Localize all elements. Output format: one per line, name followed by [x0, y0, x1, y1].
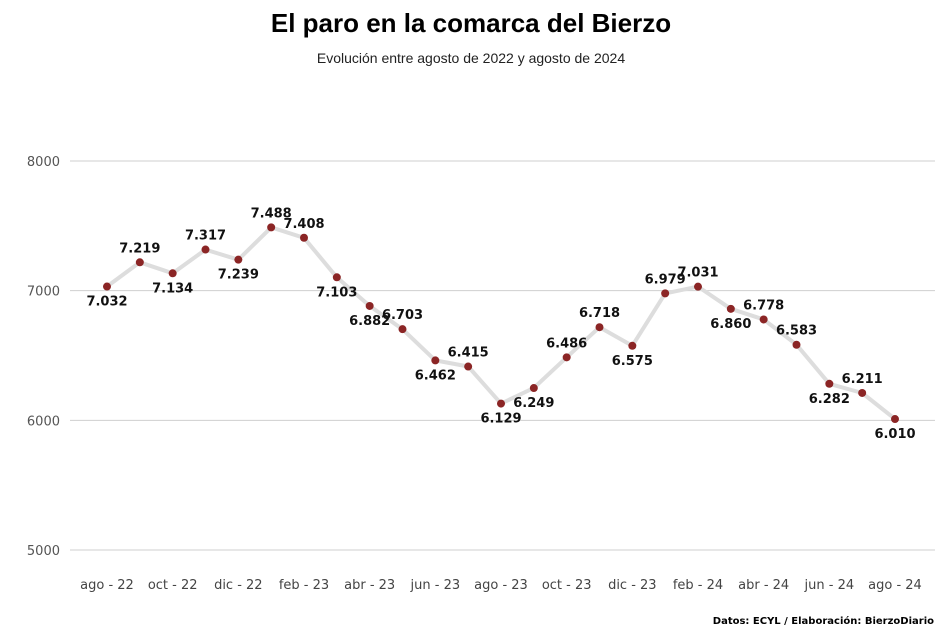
data-point	[661, 289, 670, 298]
data-label: 6.129	[480, 412, 521, 427]
data-label: 6.860	[710, 317, 751, 332]
y-tick-label: 6000	[27, 414, 60, 429]
data-point	[398, 325, 407, 334]
data-label: 7.239	[218, 268, 259, 283]
chart-subtitle: Evolución entre agosto de 2022 y agosto …	[316, 50, 626, 66]
data-label: 6.415	[448, 346, 489, 361]
x-tick-label: dic - 23	[608, 578, 657, 593]
data-label: 6.583	[776, 324, 817, 339]
data-label: 6.010	[874, 427, 915, 442]
data-label: 6.718	[579, 306, 620, 321]
x-tick-label: abr - 23	[344, 578, 395, 593]
data-point	[825, 379, 834, 388]
data-point	[464, 362, 473, 371]
x-tick-label: ago - 23	[474, 578, 528, 593]
data-label: 7.219	[119, 241, 160, 256]
data-point	[267, 223, 276, 232]
data-points	[103, 223, 899, 424]
chart-title: El paro en la comarca del Bierzo	[270, 8, 672, 38]
data-label: 6.979	[645, 272, 686, 287]
data-label: 6.778	[743, 298, 784, 313]
data-point	[168, 269, 177, 278]
data-label: 7.031	[677, 266, 718, 281]
data-point	[300, 233, 308, 242]
data-point	[595, 323, 604, 332]
x-axis: ago - 22 oct - 22 dic - 22 feb - 23 abr - 23…	[80, 578, 922, 593]
data-point	[431, 356, 440, 365]
y-tick-label: 8000	[27, 155, 60, 170]
data-point	[628, 341, 637, 350]
x-tick-label: feb - 24	[673, 578, 723, 593]
data-label: 6.575	[612, 354, 653, 369]
x-tick-label: oct - 22	[148, 578, 198, 593]
x-tick-label: feb - 23	[279, 578, 329, 593]
data-point	[891, 415, 899, 424]
data-point	[792, 340, 801, 349]
data-label: 6.882	[349, 314, 390, 329]
data-point	[858, 388, 867, 397]
data-label: 7.103	[316, 285, 357, 300]
x-tick-label: ago - 22	[80, 578, 134, 593]
x-tick-label: ago - 24	[868, 578, 922, 593]
y-tick-label: 5000	[27, 544, 60, 559]
data-point	[365, 301, 374, 310]
data-point	[694, 282, 702, 291]
gridlines	[70, 160, 935, 551]
data-label: 7.488	[251, 206, 292, 221]
data-point	[562, 353, 571, 362]
data-point	[529, 384, 538, 393]
data-label: 7.032	[86, 295, 127, 310]
data-point	[497, 399, 505, 408]
source-note: Datos: ECYL / Elaboración: BierzoDiario	[712, 616, 934, 627]
data-point	[759, 315, 768, 324]
data-label: 6.249	[513, 396, 554, 411]
x-tick-label: jun - 23	[410, 578, 461, 593]
data-point	[332, 273, 341, 282]
data-point	[234, 255, 243, 264]
data-label: 6.462	[415, 368, 456, 383]
data-label: 6.211	[842, 372, 883, 387]
data-label: 6.282	[809, 392, 850, 407]
data-point	[103, 282, 111, 291]
data-point	[201, 245, 210, 254]
data-label: 7.317	[185, 229, 226, 244]
data-label: 6.703	[382, 308, 423, 323]
x-tick-label: oct - 23	[542, 578, 592, 593]
x-tick-label: dic - 22	[214, 578, 263, 593]
x-tick-label: abr - 24	[738, 578, 789, 593]
data-point	[135, 258, 144, 267]
y-axis: 8000 7000 6000 5000	[27, 155, 60, 559]
data-label: 7.134	[152, 281, 193, 296]
data-point	[726, 304, 735, 313]
data-label: 6.486	[546, 336, 587, 351]
y-tick-label: 7000	[27, 285, 60, 300]
x-tick-label: jun - 24	[804, 578, 855, 593]
data-label: 7.408	[283, 217, 324, 232]
